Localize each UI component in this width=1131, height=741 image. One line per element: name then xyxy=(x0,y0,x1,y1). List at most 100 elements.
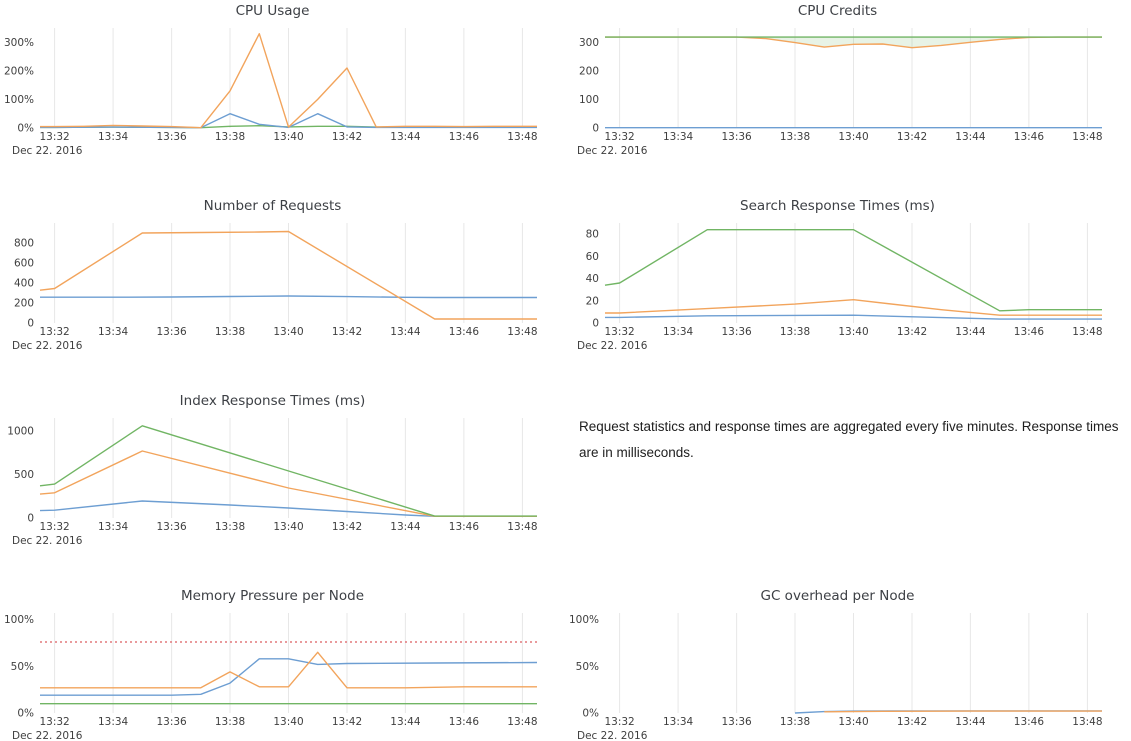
svg-text:13:48: 13:48 xyxy=(507,326,537,338)
line-plot: 13:32 13:34 13:36 13:38 13:40 13:42 13:44 13:46… xyxy=(569,613,1103,741)
svg-text:13:38: 13:38 xyxy=(215,131,245,143)
svg-text:0: 0 xyxy=(592,123,599,135)
svg-text:800: 800 xyxy=(14,238,34,250)
svg-text:13:32: 13:32 xyxy=(39,131,69,143)
svg-text:13:42: 13:42 xyxy=(897,131,927,143)
svg-text:13:36: 13:36 xyxy=(721,326,752,338)
plot-canvas-memory-pressure: 13:32 13:34 13:36 13:38 13:40 13:42 13:44 13:46… xyxy=(0,607,545,741)
line-plot: 13:32 13:34 13:36 13:38 13:40 13:42 13:44 13:46… xyxy=(4,28,538,157)
chart-cpu-usage: CPU Usage 13:32 13:34 13:36 13:38 13:40 13:42… xyxy=(0,0,565,195)
svg-text:13:36: 13:36 xyxy=(156,521,187,533)
svg-text:13:40: 13:40 xyxy=(838,716,868,728)
chart-title-number-of-requests: Number of Requests xyxy=(203,198,342,214)
svg-text:13:34: 13:34 xyxy=(663,716,694,728)
svg-text:13:46: 13:46 xyxy=(1014,131,1045,143)
svg-text:400: 400 xyxy=(14,278,34,290)
svg-text:13:42: 13:42 xyxy=(332,326,362,338)
svg-text:Dec 22. 2016: Dec 22. 2016 xyxy=(12,535,83,547)
chart-title-cpu-credits: CPU Credits xyxy=(797,3,878,19)
svg-text:13:32: 13:32 xyxy=(39,521,69,533)
svg-text:100%: 100% xyxy=(4,614,34,626)
svg-text:13:48: 13:48 xyxy=(1072,131,1102,143)
svg-text:1000: 1000 xyxy=(7,426,34,438)
svg-text:13:36: 13:36 xyxy=(721,131,752,143)
svg-text:13:44: 13:44 xyxy=(955,716,986,728)
chart-number-of-requests: Number of Requests 13:32 13:34 13:36 13:38 1… xyxy=(0,195,565,390)
svg-text:200: 200 xyxy=(579,65,599,77)
svg-text:0: 0 xyxy=(27,318,34,330)
plot-canvas-index-response-times: 13:32 13:34 13:36 13:38 13:40 13:42 13:44 13:46… xyxy=(0,412,545,552)
svg-text:13:36: 13:36 xyxy=(156,131,187,143)
svg-text:13:40: 13:40 xyxy=(273,131,303,143)
svg-text:13:42: 13:42 xyxy=(332,716,362,728)
svg-text:13:34: 13:34 xyxy=(98,326,129,338)
svg-text:13:42: 13:42 xyxy=(332,131,362,143)
svg-text:13:40: 13:40 xyxy=(273,521,303,533)
svg-text:13:44: 13:44 xyxy=(955,131,986,143)
svg-text:13:34: 13:34 xyxy=(98,521,129,533)
svg-text:13:38: 13:38 xyxy=(780,131,810,143)
line-plot: 13:32 13:34 13:36 13:38 13:40 13:42 13:44 13:46… xyxy=(7,418,538,547)
svg-text:13:36: 13:36 xyxy=(721,716,752,728)
svg-text:60: 60 xyxy=(586,251,599,263)
svg-text:100%: 100% xyxy=(569,614,599,626)
line-plot: 13:32 13:34 13:36 13:38 13:40 13:42 13:44 13:46… xyxy=(4,613,538,741)
svg-text:80: 80 xyxy=(586,229,599,241)
svg-text:13:36: 13:36 xyxy=(156,326,187,338)
svg-text:200%: 200% xyxy=(4,65,34,77)
svg-text:Dec 22. 2016: Dec 22. 2016 xyxy=(577,730,648,741)
svg-text:13:44: 13:44 xyxy=(390,716,421,728)
svg-text:13:38: 13:38 xyxy=(215,326,245,338)
svg-text:0: 0 xyxy=(592,318,599,330)
svg-text:13:32: 13:32 xyxy=(604,716,634,728)
svg-text:13:42: 13:42 xyxy=(332,521,362,533)
chart-cpu-credits: CPU Credits 13:32 13:34 13:36 13:38 13:40 13:… xyxy=(565,0,1131,195)
svg-text:500: 500 xyxy=(14,469,34,481)
svg-text:Dec 22. 2016: Dec 22. 2016 xyxy=(12,340,83,352)
svg-text:13:32: 13:32 xyxy=(39,716,69,728)
svg-text:0: 0 xyxy=(27,513,34,525)
svg-text:13:48: 13:48 xyxy=(1072,326,1102,338)
svg-text:13:38: 13:38 xyxy=(215,521,245,533)
plot-canvas-number-of-requests: 13:32 13:34 13:36 13:38 13:40 13:42 13:44 13:46… xyxy=(0,217,545,357)
chart-index-response-times: Index Response Times (ms) 13:32 13:34 13:3… xyxy=(0,390,565,585)
svg-text:Dec 22. 2016: Dec 22. 2016 xyxy=(12,730,83,741)
plot-canvas-cpu-usage: 13:32 13:34 13:36 13:38 13:40 13:42 13:44 13:46… xyxy=(0,22,545,162)
chart-title-search-response-times: Search Response Times (ms) xyxy=(740,198,935,214)
plot-canvas-gc-overhead: 13:32 13:34 13:36 13:38 13:40 13:42 13:44 13:46… xyxy=(565,607,1110,741)
line-plot: 13:32 13:34 13:36 13:38 13:40 13:42 13:44 13:46… xyxy=(12,223,538,352)
svg-text:Dec 22. 2016: Dec 22. 2016 xyxy=(577,145,648,157)
svg-text:13:44: 13:44 xyxy=(390,326,421,338)
svg-text:13:34: 13:34 xyxy=(663,131,694,143)
svg-text:0%: 0% xyxy=(17,123,34,135)
svg-text:13:48: 13:48 xyxy=(1072,716,1102,728)
svg-text:13:32: 13:32 xyxy=(604,131,634,143)
svg-text:13:32: 13:32 xyxy=(39,326,69,338)
line-plot: 13:32 13:34 13:36 13:38 13:40 13:42 13:44 13:46… xyxy=(577,28,1103,157)
svg-text:13:44: 13:44 xyxy=(955,326,986,338)
svg-text:300: 300 xyxy=(579,37,599,49)
svg-text:0%: 0% xyxy=(17,708,34,720)
svg-text:13:42: 13:42 xyxy=(897,326,927,338)
svg-text:13:40: 13:40 xyxy=(838,131,868,143)
svg-text:13:40: 13:40 xyxy=(838,326,868,338)
svg-text:40: 40 xyxy=(586,273,599,285)
note-text: Request statistics and response times ar… xyxy=(579,419,1119,460)
svg-text:600: 600 xyxy=(14,258,34,270)
svg-text:13:46: 13:46 xyxy=(449,521,480,533)
chart-title-cpu-usage: CPU Usage xyxy=(235,3,310,19)
svg-text:Dec 22. 2016: Dec 22. 2016 xyxy=(12,145,83,157)
svg-text:13:46: 13:46 xyxy=(449,716,480,728)
svg-text:200: 200 xyxy=(14,298,34,310)
svg-text:13:40: 13:40 xyxy=(273,716,303,728)
svg-text:13:32: 13:32 xyxy=(604,326,634,338)
svg-text:13:44: 13:44 xyxy=(390,521,421,533)
svg-text:13:48: 13:48 xyxy=(507,131,537,143)
svg-text:13:48: 13:48 xyxy=(507,716,537,728)
svg-text:13:34: 13:34 xyxy=(98,131,129,143)
svg-text:13:34: 13:34 xyxy=(663,326,694,338)
svg-text:13:34: 13:34 xyxy=(98,716,129,728)
svg-text:13:38: 13:38 xyxy=(780,716,810,728)
chart-title-memory-pressure: Memory Pressure per Node xyxy=(180,588,365,604)
